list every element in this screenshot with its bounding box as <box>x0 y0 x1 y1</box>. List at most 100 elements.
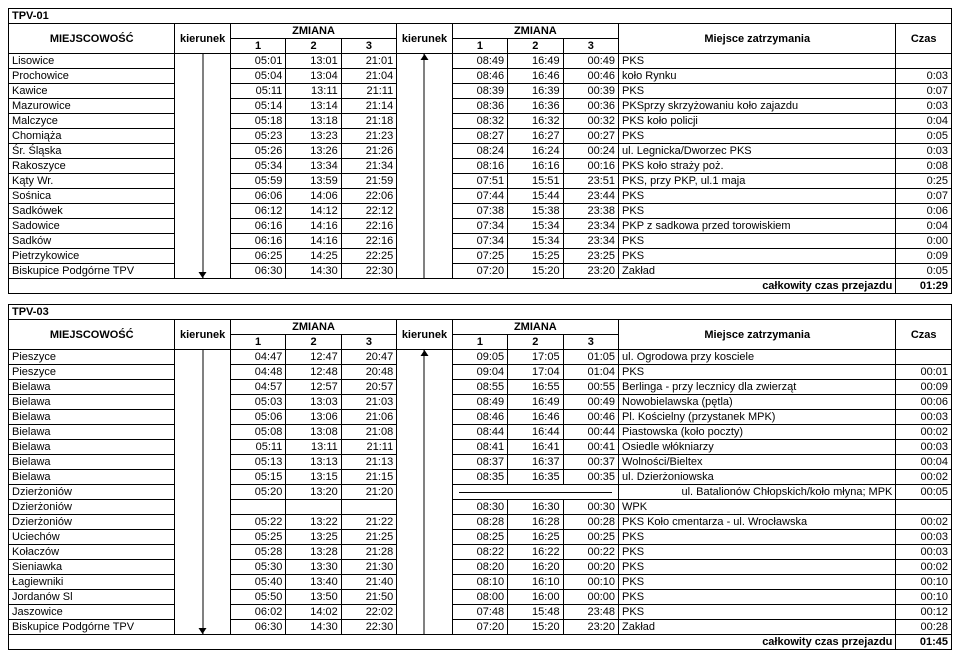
cell-stop: PKS <box>619 189 896 204</box>
cell-time-a: 06:06 <box>230 189 285 204</box>
cell-time-b: 00:30 <box>563 500 618 515</box>
cell-time-b: 16:10 <box>508 575 563 590</box>
cell-time-b: 23:20 <box>563 620 618 635</box>
cell-time-a: 22:06 <box>341 189 396 204</box>
cell-duration: 00:03 <box>896 530 952 545</box>
col-shift: 3 <box>563 335 618 350</box>
cell-time-b: 00:22 <box>563 545 618 560</box>
cell-time-a: 12:47 <box>286 350 341 365</box>
direction-down <box>175 350 230 635</box>
table-row: Rakoszyce05:3413:3421:3408:1616:1600:16P… <box>9 159 952 174</box>
cell-time-b: 08:49 <box>452 395 507 410</box>
cell-place: Kołaczów <box>9 545 175 560</box>
cell-place: Lisowice <box>9 54 175 69</box>
cell-time-b: 16:22 <box>508 545 563 560</box>
cell-time-b: 16:49 <box>508 54 563 69</box>
cell-stop: PKS koło straży poż. <box>619 159 896 174</box>
cell-stop: PKS koło policji <box>619 114 896 129</box>
col-shift: 1 <box>230 335 285 350</box>
cell-time-b: 16:55 <box>508 380 563 395</box>
cell-time-b: 00:37 <box>563 455 618 470</box>
cell-time-a: 05:20 <box>230 485 285 500</box>
cell-time-b: 16:16 <box>508 159 563 174</box>
cell-time-a: 13:30 <box>286 560 341 575</box>
cell-time-a: 13:50 <box>286 590 341 605</box>
table-row: Dzierżoniów05:2213:2221:2208:2816:2800:2… <box>9 515 952 530</box>
cell-duration: 00:03 <box>896 545 952 560</box>
cell-time-a: 21:06 <box>341 410 396 425</box>
cell-time-a: 21:34 <box>341 159 396 174</box>
cell-stop: PKS <box>619 545 896 560</box>
cell-time-a: 05:14 <box>230 99 285 114</box>
summary-value: 01:29 <box>896 279 952 294</box>
cell-time-a: 22:30 <box>341 620 396 635</box>
cell-time-a: 21:01 <box>341 54 396 69</box>
cell-place: Sośnica <box>9 189 175 204</box>
col-stop: Miejsce zatrzymania <box>619 320 896 350</box>
table-row: Kołaczów05:2813:2821:2808:2216:2200:22PK… <box>9 545 952 560</box>
table-code: TPV-03 <box>9 305 952 320</box>
cell-time-b: 16:30 <box>508 500 563 515</box>
cell-time-a: 13:18 <box>286 114 341 129</box>
table-row: Prochowice05:0413:0421:0408:4616:4600:46… <box>9 69 952 84</box>
cell-time-b: 17:05 <box>508 350 563 365</box>
cell-time-b: 00:16 <box>563 159 618 174</box>
cell-time-a: 13:03 <box>286 395 341 410</box>
cell-stop: PKS <box>619 590 896 605</box>
cell-time-a: 13:08 <box>286 425 341 440</box>
col-zmiana: ZMIANA <box>230 320 396 335</box>
cell-time-a: 22:16 <box>341 219 396 234</box>
cell-time-b: 07:34 <box>452 234 507 249</box>
cell-time-b: 08:41 <box>452 440 507 455</box>
cell-time-b: 00:39 <box>563 84 618 99</box>
cell-time-b: 00:00 <box>563 590 618 605</box>
cell-place: Jordanów Sl <box>9 590 175 605</box>
col-place: MIEJSCOWOŚĆ <box>9 320 175 350</box>
cell-time-b: 15:34 <box>508 234 563 249</box>
cell-time-b: 08:30 <box>452 500 507 515</box>
cell-time-b: 08:22 <box>452 545 507 560</box>
cell-time-b: 07:25 <box>452 249 507 264</box>
cell-duration: 00:28 <box>896 620 952 635</box>
table-row: Uciechów05:2513:2521:2508:2516:2500:25PK… <box>9 530 952 545</box>
col-shift: 2 <box>286 335 341 350</box>
cell-time-b: 08:00 <box>452 590 507 605</box>
cell-time-a: 21:23 <box>341 129 396 144</box>
cell-time-a: 22:12 <box>341 204 396 219</box>
cell-duration: 00:02 <box>896 425 952 440</box>
cell-time-b: 08:35 <box>452 470 507 485</box>
cell-stop: PKS <box>619 54 896 69</box>
cell-time-a: 21:28 <box>341 545 396 560</box>
direction-up <box>397 350 452 635</box>
cell-place: Kawice <box>9 84 175 99</box>
cell-time-b: 00:20 <box>563 560 618 575</box>
cell-time-a: 13:40 <box>286 575 341 590</box>
cell-time-b: 23:20 <box>563 264 618 279</box>
cell-time-a: 13:06 <box>286 410 341 425</box>
cell-time-b: 07:34 <box>452 219 507 234</box>
cell-time-a: 13:13 <box>286 455 341 470</box>
cell-time-a: 13:01 <box>286 54 341 69</box>
table-row: Jaszowice06:0214:0222:0207:4815:4823:48P… <box>9 605 952 620</box>
cell-place: Jaszowice <box>9 605 175 620</box>
table-row: Biskupice Podgórne TPV06:3014:3022:3007:… <box>9 620 952 635</box>
cell-stop: ul. Batalionów Chłopskich/koło młyna; MP… <box>619 485 896 500</box>
cell-time-a: 21:26 <box>341 144 396 159</box>
cell-place: Uciechów <box>9 530 175 545</box>
cell-time-b: 23:51 <box>563 174 618 189</box>
cell-time-b: 00:44 <box>563 425 618 440</box>
cell-time-b: 07:20 <box>452 264 507 279</box>
cell-time-b: 00:55 <box>563 380 618 395</box>
cell-time-b: 15:20 <box>508 264 563 279</box>
cell-place: Bielawa <box>9 410 175 425</box>
table-row: Sadowice06:1614:1622:1607:3415:3423:34PK… <box>9 219 952 234</box>
cell-time-a: 22:02 <box>341 605 396 620</box>
cell-time-b: 08:39 <box>452 84 507 99</box>
col-place: MIEJSCOWOŚĆ <box>9 24 175 54</box>
cell-duration: 00:02 <box>896 470 952 485</box>
cell-time-b: 16:27 <box>508 129 563 144</box>
table-row: Bielawa05:0813:0821:0808:4416:4400:44Pia… <box>9 425 952 440</box>
col-zmiana: ZMIANA <box>230 24 396 39</box>
cell-time-a: 05:34 <box>230 159 285 174</box>
cell-time-b: 16:39 <box>508 84 563 99</box>
